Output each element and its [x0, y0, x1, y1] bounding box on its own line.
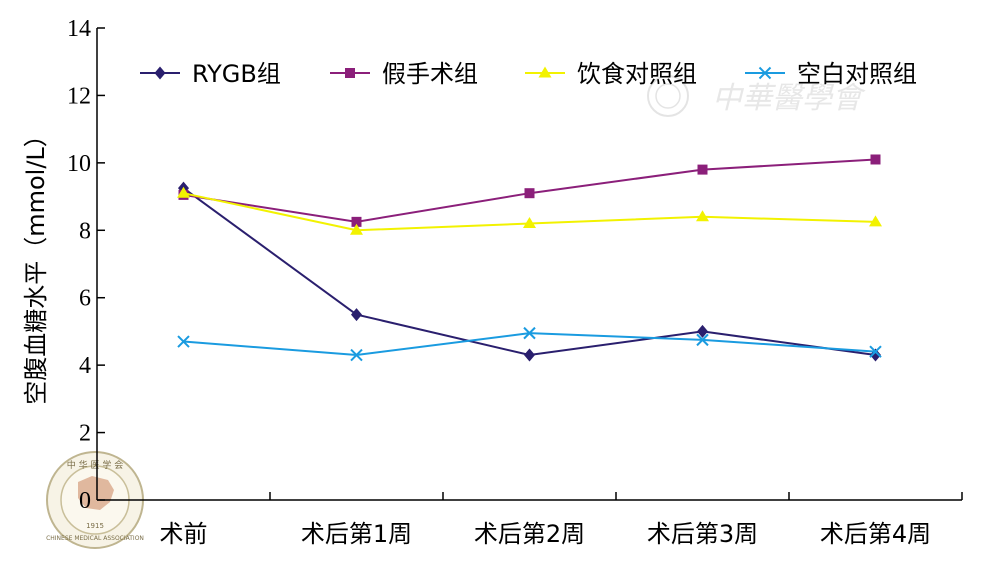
legend-label: 空白对照组: [797, 60, 917, 88]
data-point: [524, 188, 535, 199]
data-point: [177, 186, 190, 198]
legend-label: 饮食对照组: [577, 60, 697, 88]
seal-bottom-text: CHINESE MEDICAL ASSOCIATION: [46, 535, 144, 542]
legend-swatch-marker: [345, 68, 355, 78]
association-seal: 中 华 医 学 会 1915 CHINESE MEDICAL ASSOCIATI…: [46, 451, 144, 549]
data-point: [351, 308, 362, 322]
legend: RYGB组 假手术组 饮食对照组 空白对照组: [140, 60, 917, 88]
data-point: [523, 217, 536, 229]
watermark-text: 中華醫學會: [712, 81, 866, 116]
legend-swatch-marker: [538, 66, 552, 78]
data-point: [177, 335, 190, 348]
seal-top-text: 中 华 医 学 会: [67, 459, 123, 471]
data-point: [523, 326, 536, 340]
legend-label: RYGB组: [192, 60, 281, 88]
x-tick-label: 术前: [160, 520, 208, 548]
axes: [96, 28, 962, 501]
x-tick-label: 术后第4周: [820, 520, 931, 548]
y-tick-label: 0: [79, 488, 91, 514]
y-tick-label: 12: [67, 83, 91, 109]
y-axis-label: 空腹血糖水平（mmol/L）: [22, 123, 50, 405]
legend-item: 假手术组: [330, 60, 478, 88]
series-line: [182, 187, 876, 357]
seal-year-text: 1915: [86, 522, 104, 530]
data-point: [697, 164, 708, 175]
data-point: [696, 210, 709, 222]
y-tick-label: 2: [79, 421, 91, 447]
legend-item: 饮食对照组: [525, 60, 697, 88]
series-1: [178, 181, 881, 362]
x-tick-label: 术后第2周: [474, 520, 585, 548]
data-point: [870, 154, 881, 165]
y-tick-label: 4: [79, 353, 91, 379]
data-point: [697, 324, 708, 338]
data-point: [524, 348, 535, 362]
y-tick-label: 10: [67, 151, 91, 177]
data-point: [350, 223, 363, 235]
y-tick-label: 14: [67, 16, 91, 42]
y-tick-label: 8: [79, 218, 91, 244]
data-point: [869, 345, 882, 358]
legend-item: 空白对照组: [745, 60, 917, 88]
legend-item: RYGB组: [140, 60, 281, 88]
data-point: [696, 333, 709, 347]
y-tick-label: 6: [79, 286, 91, 312]
data-point: [351, 216, 362, 227]
x-axis-ticks: 术前 术后第1周 术后第2周 术后第3周 术后第4周: [160, 492, 963, 548]
watermark-logo: 中華醫學會: [647, 75, 866, 117]
series-4: [177, 326, 882, 362]
series-group: [177, 154, 882, 362]
legend-swatch-marker: [758, 66, 772, 80]
legend-swatch-marker: [154, 66, 166, 80]
legend-label: 假手术组: [382, 60, 478, 88]
series-2: [178, 154, 881, 227]
data-point: [869, 215, 882, 227]
data-point: [350, 348, 363, 362]
x-tick-label: 术后第3周: [647, 520, 758, 548]
y-axis-ticks: 0 2 4 6 8 10 12 14: [67, 16, 105, 514]
x-tick-label: 术后第1周: [301, 520, 412, 548]
series-3: [177, 186, 882, 235]
